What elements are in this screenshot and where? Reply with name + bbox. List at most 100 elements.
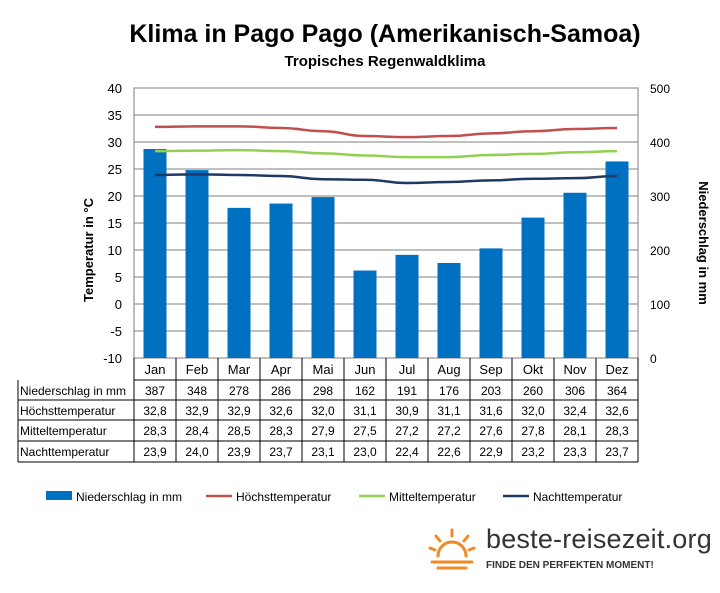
y-tick-left: 0 [115, 297, 122, 312]
table-cell: 31,1 [437, 404, 461, 418]
bar-Nov [563, 192, 587, 358]
y-axis-label-left: Temperatur in °C [81, 197, 96, 302]
table-cell: 387 [145, 384, 165, 398]
bar-Mai [311, 197, 335, 358]
legend-label: Nachttemperatur [533, 490, 622, 504]
legend-label: Mitteltemperatur [389, 490, 476, 504]
table-cell: 31,1 [353, 404, 377, 418]
table-cell: 27,5 [353, 424, 377, 438]
table-cell: 162 [355, 384, 375, 398]
bar-Aug [437, 262, 461, 358]
y-tick-left: 15 [108, 216, 122, 231]
line-Mitteltemperatur [154, 148, 618, 159]
bar-Jan [143, 149, 167, 358]
bar-Feb [185, 170, 209, 358]
y-tick-right: 300 [650, 190, 670, 204]
bar-Apr [269, 203, 293, 358]
x-tick-label: Nov [563, 362, 587, 377]
table-row-header: Niederschlag in mm [20, 384, 126, 398]
table-cell: 23,2 [521, 445, 545, 459]
table-cell: 23,7 [269, 445, 293, 459]
table-cell: 28,4 [185, 424, 209, 438]
table-cell: 260 [523, 384, 543, 398]
table-cell: 22,9 [479, 445, 503, 459]
chart-title: Klima in Pago Pago (Amerikanisch-Samoa) [129, 20, 640, 48]
table-cell: 27,6 [479, 424, 503, 438]
legend-label: Niederschlag in mm [76, 490, 182, 504]
y-tick-right: 100 [650, 298, 670, 312]
table-cell: 22,4 [395, 445, 419, 459]
table-cell: 28,3 [269, 424, 293, 438]
x-tick-label: Aug [437, 362, 460, 377]
precipitation-bars [143, 149, 629, 358]
bar-Mar [227, 207, 251, 358]
table-cell: 176 [439, 384, 459, 398]
table-cell: 32,8 [143, 404, 167, 418]
legend-swatch [46, 491, 72, 500]
y-tick-left: 35 [108, 108, 122, 123]
y-tick-left: 10 [108, 243, 122, 258]
y-tick-right: 500 [650, 82, 670, 96]
table-cell: 23,9 [143, 445, 167, 459]
table-cell: 32,4 [563, 404, 587, 418]
bar-Jul [395, 254, 419, 358]
table-cell: 23,9 [227, 445, 251, 459]
sun-icon [428, 528, 476, 570]
legend-label: Höchsttemperatur [236, 490, 331, 504]
table-cell: 28,5 [227, 424, 251, 438]
table-cell: 23,0 [353, 445, 377, 459]
table-cell: 28,3 [605, 424, 629, 438]
x-tick-label: Jan [145, 362, 166, 377]
table-cell: 191 [397, 384, 417, 398]
brand-name: beste-reisezeit.org [486, 524, 712, 554]
x-tick-label: Apr [271, 362, 292, 377]
chart-subtitle: Tropisches Regenwaldklima [285, 53, 487, 70]
table-cell: 203 [481, 384, 501, 398]
table-cell: 364 [607, 384, 627, 398]
line-Nachttemperatur [154, 173, 618, 185]
table-cell: 32,6 [269, 404, 293, 418]
x-tick-label: Sep [479, 362, 502, 377]
table-cell: 278 [229, 384, 249, 398]
table-cell: 348 [187, 384, 207, 398]
table-cell: 32,0 [521, 404, 545, 418]
table-cell: 32,9 [185, 404, 209, 418]
y-axis-label-right: Niederschlag in mm [696, 181, 711, 305]
table-cell: 27,8 [521, 424, 545, 438]
table-cell: 27,9 [311, 424, 335, 438]
line-Höchsttemperatur [154, 125, 618, 139]
y-tick-left: 25 [108, 162, 122, 177]
table-cell: 28,1 [563, 424, 587, 438]
y-tick-left: 5 [115, 270, 122, 285]
x-tick-label: Mai [313, 362, 334, 377]
x-tick-label: Jun [355, 362, 376, 377]
table-cell: 23,1 [311, 445, 335, 459]
x-tick-label: Jul [399, 362, 416, 377]
bar-Okt [521, 217, 545, 358]
table-cell: 27,2 [437, 424, 461, 438]
table-cell: 32,6 [605, 404, 629, 418]
table-cell: 22,6 [437, 445, 461, 459]
y-ticks-left: 40 35 30 25 20 15 10 5 0 -5 -10 [103, 81, 122, 366]
x-tick-label: Mar [228, 362, 251, 377]
y-tick-right: 0 [650, 352, 657, 366]
bar-Dez [605, 161, 629, 358]
x-tick-label: Dez [605, 362, 628, 377]
table-row-header: Nachttemperatur [20, 445, 109, 459]
y-tick-left: 30 [108, 135, 122, 150]
bar-Jun [353, 270, 377, 358]
table-cell: 286 [271, 384, 291, 398]
table-cell: 31,6 [479, 404, 503, 418]
y-tick-left: 40 [108, 81, 122, 96]
x-tick-label: Okt [523, 362, 544, 377]
temperature-lines [154, 125, 618, 185]
table-cell: 23,7 [605, 445, 629, 459]
y-tick-right: 400 [650, 136, 670, 150]
table-cell: 32,0 [311, 404, 335, 418]
table-cell: 27,2 [395, 424, 419, 438]
table-cell: 28,3 [143, 424, 167, 438]
table-row-header: Höchsttemperatur [20, 404, 115, 418]
y-ticks-right: 500 400 300 200 100 0 [650, 82, 670, 366]
y-tick-right: 200 [650, 244, 670, 258]
table-cell: 32,9 [227, 404, 251, 418]
